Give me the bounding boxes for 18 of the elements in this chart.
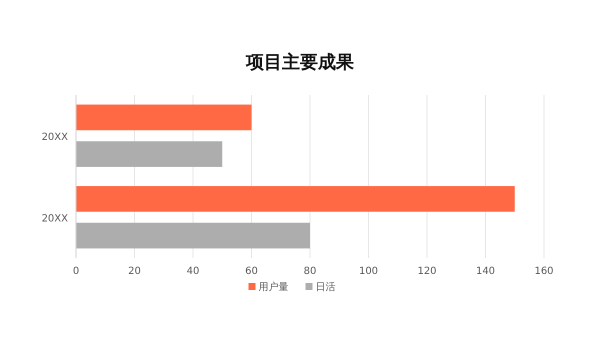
- x-tick-label: 20: [128, 266, 141, 277]
- legend-label: 日活: [316, 281, 336, 293]
- y-tick-label: 20XX: [42, 213, 68, 224]
- x-tick-label: 100: [358, 266, 378, 277]
- bar: [76, 186, 515, 212]
- x-tick-label: 40: [186, 266, 200, 277]
- x-tick-label: 140: [476, 266, 496, 277]
- x-tick-label: 0: [72, 266, 80, 277]
- x-tick-label: 160: [534, 266, 554, 277]
- x-tick-label: 80: [304, 266, 316, 277]
- bar: [76, 222, 310, 248]
- x-tick-label: 60: [245, 266, 258, 277]
- legend-label: 用户量: [258, 281, 288, 293]
- chart-title: 项目主要成果: [245, 52, 355, 73]
- y-tick-label: 20XX: [42, 132, 68, 143]
- bar: [76, 141, 222, 167]
- bar: [76, 104, 252, 130]
- x-tick-label: 120: [417, 266, 437, 277]
